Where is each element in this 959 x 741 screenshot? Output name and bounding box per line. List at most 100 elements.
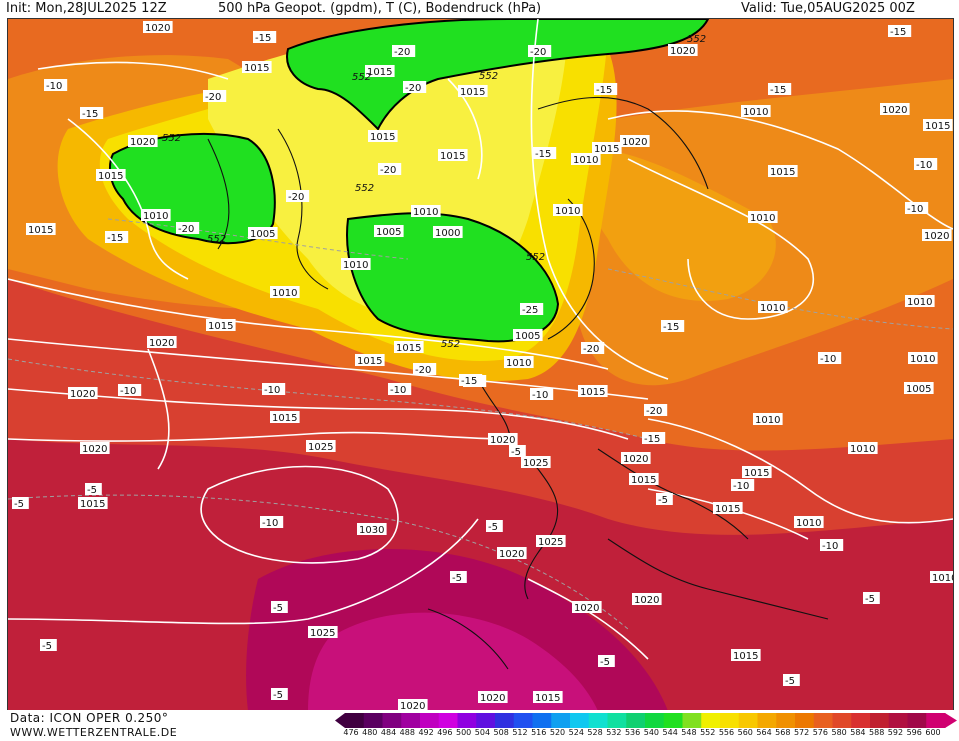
- temperature-label-text: -20: [583, 344, 599, 355]
- temperature-label: -5: [12, 497, 29, 510]
- temperature-label-text: -5: [511, 447, 521, 458]
- pressure-label-box: [731, 649, 761, 661]
- temperature-label: -20: [403, 81, 427, 94]
- pressure-label-box: [458, 85, 488, 97]
- pressure-label-box: [922, 229, 952, 241]
- temperature-label: -5: [863, 592, 880, 605]
- legend-value: 560: [737, 728, 753, 737]
- pressure-label-text: 1020: [82, 444, 107, 455]
- temperature-label-box: [403, 81, 427, 93]
- temperature-label: -5: [598, 655, 615, 668]
- legend-swatch: [720, 713, 740, 728]
- website-link[interactable]: WWW.WETTERZENTRALE.DE: [10, 726, 178, 739]
- pressure-label-box: [78, 497, 108, 509]
- pressure-label: 1015: [768, 165, 798, 178]
- temperature-label-text: -10: [264, 385, 280, 396]
- trough-green-central: [346, 212, 560, 343]
- temp-band-pink: [308, 612, 598, 711]
- pressure-label-box: [433, 226, 463, 238]
- legend-swatch: [438, 713, 458, 728]
- pressure-label-box: [270, 411, 300, 423]
- temperature-label: -5: [656, 493, 673, 506]
- temperature-label: -20: [378, 163, 402, 176]
- pressure-label: 1015: [270, 411, 300, 424]
- pressure-label-text: 1015: [631, 475, 656, 486]
- pressure-label-text: 1010: [910, 354, 935, 365]
- legend-swatch: [645, 713, 665, 728]
- init-time: Init: Mon,28JUL2025 12Z: [6, 1, 167, 16]
- legend-value: 588: [869, 728, 885, 737]
- temperature-label: -10: [262, 383, 286, 396]
- pressure-label-text: 1015: [594, 144, 619, 155]
- pressure-label: 1015: [78, 497, 108, 510]
- legend-value: 580: [831, 728, 847, 737]
- temperature-label: -10: [731, 479, 755, 492]
- geopotential-label: 552: [162, 133, 181, 144]
- pressure-label: 1015: [458, 85, 488, 98]
- temperature-label-text: -15: [596, 85, 612, 96]
- pressure-label-text: 1020: [149, 338, 174, 349]
- temperature-label-text: -5: [785, 676, 795, 687]
- legend-swatch: [776, 713, 796, 728]
- pressure-label-box: [438, 149, 468, 161]
- temperature-label: -5: [783, 674, 800, 687]
- temperature-label-box: [44, 79, 68, 91]
- geopotential-label-text: 552: [207, 234, 226, 245]
- pressure-label-text: 1000: [435, 228, 460, 239]
- legend-swatch: [813, 713, 833, 728]
- temperature-label-box: [581, 342, 605, 354]
- temperature-label-box: [80, 107, 104, 119]
- data-source: Data: ICON OPER 0.250°: [10, 711, 169, 725]
- temperature-label-box: [392, 45, 416, 57]
- temperature-label-text: -5: [14, 499, 24, 510]
- pressure-label: 1005: [904, 382, 934, 395]
- temperature-label: -20: [581, 342, 605, 355]
- geopotential-label-text: 552: [162, 133, 181, 144]
- legend-swatch: [345, 713, 365, 728]
- legend-value: 500: [456, 728, 472, 737]
- pressure-label: 1020: [497, 547, 527, 560]
- pressure-label-box: [488, 433, 518, 445]
- pressure-label: 1010: [504, 356, 534, 369]
- legend-swatch: [907, 713, 927, 728]
- pressure-label-box: [923, 119, 953, 131]
- pressure-label-box: [270, 286, 300, 298]
- pressure-label-box: [365, 65, 395, 77]
- temperature-label-box: [528, 45, 552, 57]
- temperature-label-box: [105, 231, 129, 243]
- temperature-label-text: -20: [205, 92, 221, 103]
- temperature-label-box: [85, 483, 102, 495]
- pressure-label: 1020: [147, 336, 177, 349]
- temperature-label-text: -15: [255, 33, 271, 44]
- geopotential-label-text: 552: [355, 183, 374, 194]
- pressure-label-box: [248, 227, 278, 239]
- temperature-label: -25: [520, 303, 544, 316]
- temperature-label: -15: [888, 25, 912, 38]
- pressure-label: 1015: [242, 61, 272, 74]
- temperature-label: -20: [528, 45, 552, 58]
- pressure-label-box: [905, 295, 935, 307]
- temperature-label: -15: [642, 432, 666, 445]
- temperature-label-text: -10: [907, 204, 923, 215]
- legend-value: 480: [362, 728, 378, 737]
- pressure-label-text: 1020: [70, 389, 95, 400]
- temperature-label-box: [40, 639, 57, 651]
- pressure-label: 1015: [713, 502, 743, 515]
- pressure-label-box: [668, 44, 698, 56]
- pressure-label-box: [80, 442, 110, 454]
- pressure-label-text: 1020: [623, 454, 648, 465]
- pressure-label-text: 1010: [907, 297, 932, 308]
- temperature-label: -15: [768, 83, 792, 96]
- legend-swatch: [626, 713, 646, 728]
- pressure-label: 1020: [128, 135, 158, 148]
- pressure-label: 1030: [357, 523, 387, 536]
- pressure-label: 1025: [536, 535, 566, 548]
- pressure-label-box: [497, 547, 527, 559]
- temperature-label: -15: [661, 320, 685, 333]
- pressure-label-text: 1015: [272, 413, 297, 424]
- temperature-label-box: [731, 479, 755, 491]
- temperature-label-text: -15: [890, 27, 906, 38]
- pressure-label-text: 1015: [580, 387, 605, 398]
- legend-swatch: [588, 713, 608, 728]
- pressure-label-text: 1020: [480, 693, 505, 704]
